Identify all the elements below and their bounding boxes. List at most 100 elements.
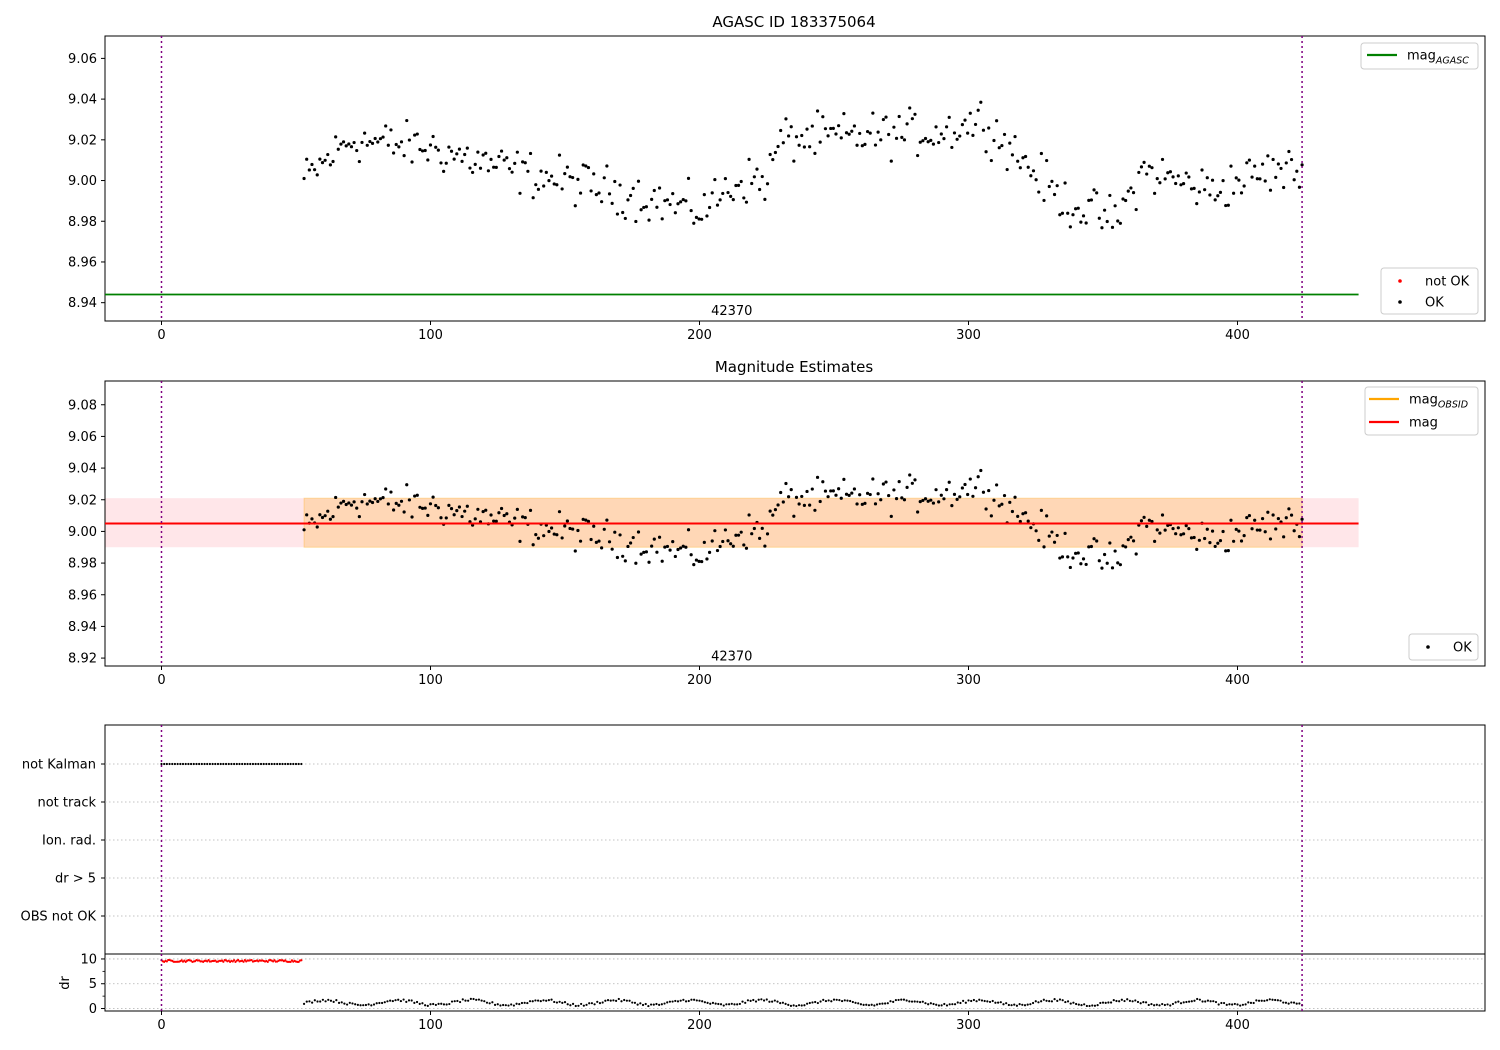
ok-point — [1139, 519, 1144, 523]
ok-point — [689, 553, 693, 557]
dr-point — [733, 1003, 736, 1006]
ok-point — [344, 502, 348, 507]
not-kalman-point — [192, 762, 195, 766]
dr-point — [1166, 1003, 1169, 1006]
dr-point — [1128, 999, 1132, 1002]
ok-point — [771, 157, 775, 162]
dr-point — [884, 1002, 887, 1005]
dr-point — [849, 999, 852, 1003]
ok-point — [365, 143, 369, 147]
ok-point — [797, 143, 801, 147]
ok-point — [1197, 190, 1201, 194]
dr-point — [453, 1000, 456, 1003]
dr-point — [1029, 1003, 1032, 1006]
ok-point — [1008, 141, 1012, 145]
not-kalman-point — [195, 762, 198, 766]
ok-point — [1279, 166, 1283, 171]
dr-point — [547, 998, 550, 1002]
ok-point — [376, 499, 380, 504]
dr-point — [456, 999, 459, 1003]
ok-point — [331, 514, 335, 519]
ok-point — [823, 489, 828, 493]
ok-point — [531, 196, 535, 200]
ok-point — [973, 486, 978, 490]
dr-point — [1209, 1000, 1212, 1003]
dr-point — [582, 1004, 585, 1007]
dr-point — [684, 1000, 688, 1003]
ok-point — [539, 169, 543, 173]
ok-point — [1195, 547, 1199, 551]
not-kalman-point — [284, 762, 287, 766]
ok-point — [1029, 526, 1033, 530]
ok-point — [1245, 161, 1249, 165]
dr-point — [649, 1003, 653, 1006]
ok-point — [1284, 516, 1288, 520]
ok-point — [634, 561, 638, 565]
ok-point — [779, 490, 783, 495]
not-kalman-point — [289, 762, 292, 766]
ok-point — [794, 495, 799, 499]
ok-point — [810, 487, 814, 491]
dr-point — [776, 1000, 779, 1003]
ok-point — [834, 132, 838, 136]
ok-point — [436, 506, 440, 510]
ok-point — [1039, 508, 1043, 512]
ok-point — [642, 205, 646, 210]
ok-point — [923, 136, 928, 141]
ok-point — [1050, 179, 1054, 183]
dr-point — [1212, 1000, 1215, 1003]
legend-dot-swatch — [1426, 645, 1430, 649]
ok-point — [581, 163, 585, 167]
ok-point — [423, 506, 427, 510]
ok-point — [868, 492, 872, 497]
dr-point — [507, 1004, 510, 1007]
ok-point — [944, 488, 949, 492]
dr-point — [760, 998, 763, 1001]
ok-point — [1131, 191, 1136, 195]
dr-point — [905, 999, 908, 1002]
ok-point — [760, 526, 764, 530]
ok-point — [523, 516, 527, 520]
ok-point — [336, 505, 340, 509]
dr-point — [571, 1002, 575, 1005]
dr-point — [881, 1002, 884, 1005]
ok-point — [578, 539, 583, 543]
dr-point — [472, 997, 475, 1001]
ok-point — [1166, 171, 1170, 175]
ok-point — [1034, 529, 1038, 533]
dr-point — [577, 1004, 580, 1007]
legend-frame — [1408, 633, 1479, 661]
ok-point — [942, 137, 946, 141]
ok-point — [1095, 539, 1099, 543]
ok-point — [734, 183, 738, 188]
ok-point — [386, 502, 390, 506]
dr-point — [424, 1004, 427, 1007]
dr-point — [816, 1001, 819, 1005]
ok-point — [1287, 149, 1291, 154]
ok-point — [1274, 527, 1278, 531]
ok-point — [1205, 527, 1209, 531]
y-tick-label: 9.06 — [68, 52, 97, 67]
ok-point — [331, 159, 335, 164]
ok-point — [937, 500, 941, 504]
ok-point — [1087, 198, 1091, 202]
dr-point — [1271, 998, 1274, 1001]
dr-point — [983, 999, 986, 1003]
ok-point — [997, 504, 1001, 508]
dr-point — [458, 1000, 462, 1004]
ok-point — [747, 157, 751, 161]
dr-point — [1257, 999, 1261, 1002]
ok-point — [1055, 533, 1059, 538]
ok-point — [576, 177, 580, 181]
dr-point — [827, 999, 830, 1002]
dr-point — [679, 999, 682, 1002]
ok-point — [310, 517, 314, 521]
ok-point — [492, 165, 496, 169]
dr-point — [730, 1002, 733, 1005]
ok-point — [1210, 178, 1215, 182]
not-kalman-point — [300, 762, 303, 766]
ok-point — [326, 509, 330, 513]
ok-point — [592, 172, 596, 176]
ok-point — [1153, 191, 1157, 195]
ok-point — [1155, 528, 1159, 532]
